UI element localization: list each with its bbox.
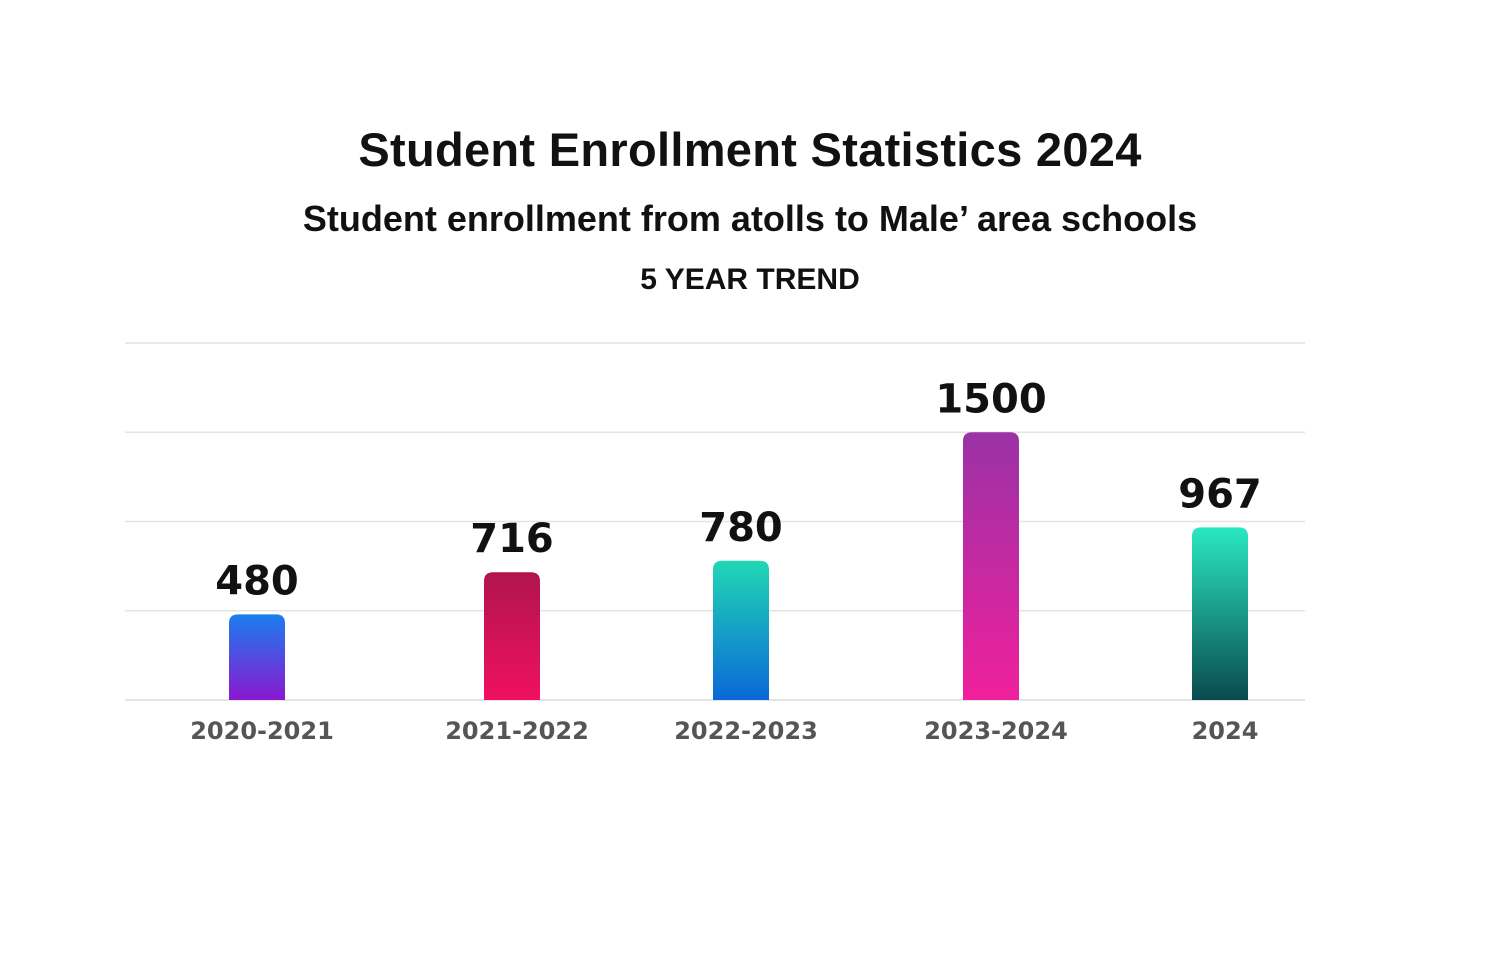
value-label-2023-2024: 1500	[935, 376, 1046, 422]
bar-2021-2022	[484, 572, 540, 700]
chart-subtitle: Student enrollment from atolls to Male’ …	[302, 198, 1198, 239]
chart-title: Student Enrollment Statistics 2024	[358, 123, 1142, 176]
value-label-2021-2022: 716	[470, 516, 554, 562]
x-tick-label-2021-2022: 2021-2022	[445, 717, 589, 745]
bar-2023-2024	[963, 432, 1019, 700]
value-label-2020-2021: 480	[215, 558, 299, 604]
x-tick-label-2020-2021: 2020-2021	[190, 717, 334, 745]
bar-2024	[1192, 527, 1248, 700]
x-tick-label-2024: 2024	[1192, 717, 1259, 745]
bar-2022-2023	[713, 560, 769, 700]
x-tick-label-2022-2023: 2022-2023	[674, 717, 818, 745]
value-label-2024: 967	[1178, 471, 1262, 517]
trend-label: 5 YEAR TREND	[640, 263, 860, 296]
value-label-2022-2023: 780	[699, 505, 783, 551]
bar-2020-2021	[229, 614, 285, 700]
x-tick-label-2023-2024: 2023-2024	[924, 717, 1068, 745]
